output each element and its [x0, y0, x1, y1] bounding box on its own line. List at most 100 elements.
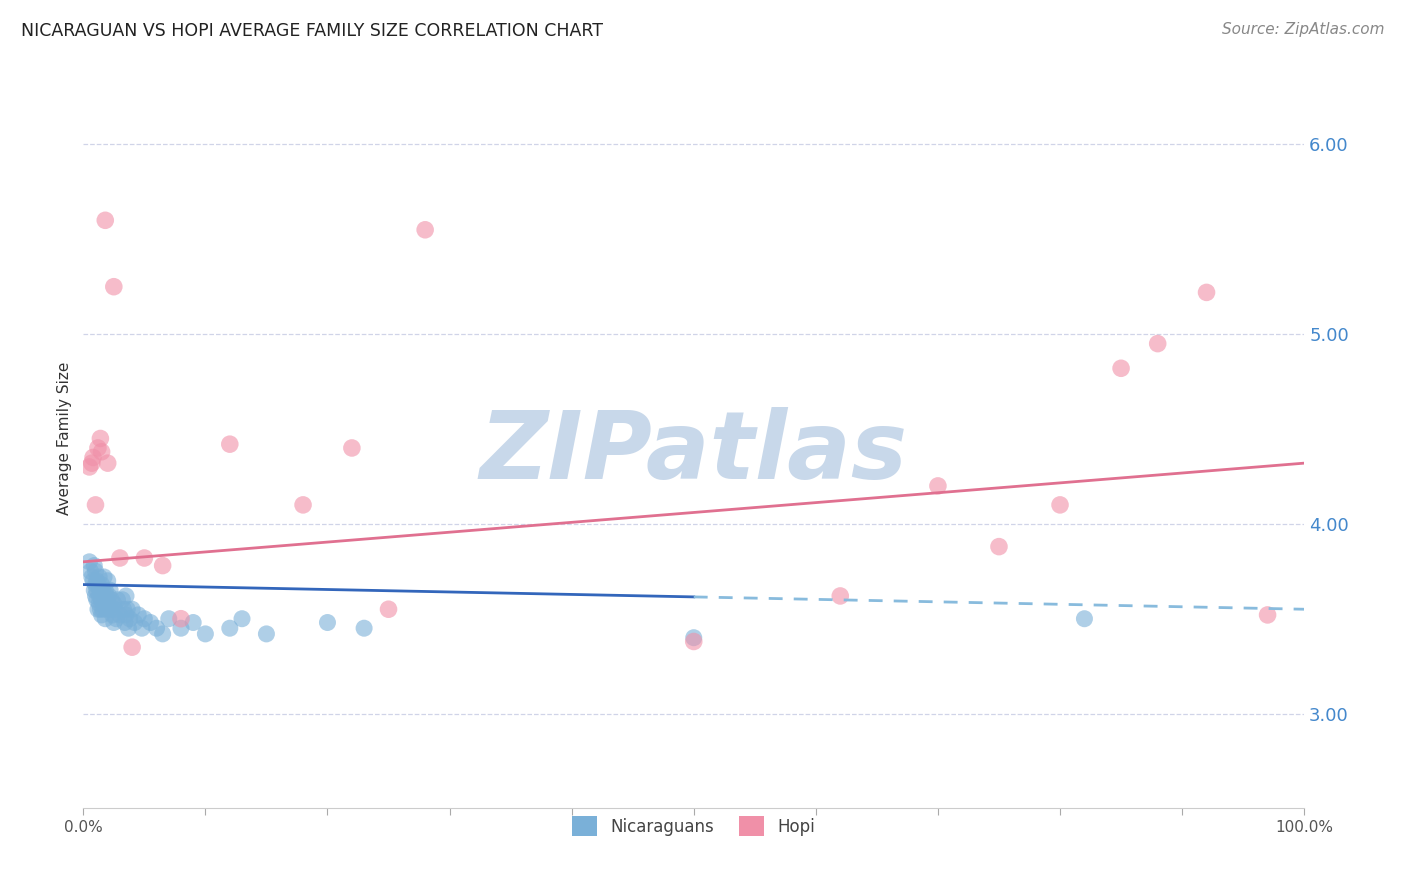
Point: [83, 583, 105, 598]
Point: [134, 551, 156, 566]
Point: [118, 612, 141, 626]
Point: [86, 583, 108, 598]
Point: [100, 592, 122, 607]
Point: [103, 597, 125, 611]
Point: [218, 621, 240, 635]
Point: [93, 597, 115, 611]
Point: [108, 607, 131, 622]
Point: [97, 597, 120, 611]
Point: [90, 607, 112, 622]
Point: [89, 597, 111, 611]
Point: [87, 602, 110, 616]
Point: [89, 602, 111, 616]
Point: [79, 555, 101, 569]
Point: [127, 607, 149, 622]
Point: [413, 223, 436, 237]
Point: [114, 615, 136, 630]
Point: [94, 213, 117, 227]
Point: [112, 602, 135, 616]
Point: [84, 564, 107, 578]
Point: [115, 589, 138, 603]
Point: [84, 589, 107, 603]
Point: [1073, 612, 1095, 626]
Point: [96, 589, 118, 603]
Point: [117, 621, 139, 635]
Point: [89, 583, 111, 598]
Point: [134, 612, 156, 626]
Point: [117, 602, 139, 616]
Point: [108, 551, 131, 566]
Point: [927, 479, 949, 493]
Point: [131, 621, 153, 635]
Point: [254, 627, 277, 641]
Point: [157, 612, 180, 626]
Point: [82, 574, 104, 588]
Point: [170, 612, 193, 626]
Point: [292, 498, 315, 512]
Point: [98, 602, 121, 616]
Point: [98, 583, 121, 598]
Point: [89, 570, 111, 584]
Text: Source: ZipAtlas.com: Source: ZipAtlas.com: [1222, 22, 1385, 37]
Point: [80, 456, 103, 470]
Point: [93, 570, 115, 584]
Point: [101, 607, 124, 622]
Point: [90, 444, 112, 458]
Point: [103, 615, 125, 630]
Point: [139, 615, 162, 630]
Point: [84, 498, 107, 512]
Y-axis label: Average Family Size: Average Family Size: [58, 362, 72, 516]
Point: [231, 612, 253, 626]
Point: [97, 589, 120, 603]
Point: [91, 602, 114, 616]
Point: [79, 564, 101, 578]
Text: ZIPatlas: ZIPatlas: [479, 408, 908, 500]
Point: [105, 612, 128, 626]
Point: [682, 634, 704, 648]
Point: [83, 558, 105, 573]
Point: [124, 615, 146, 630]
Point: [152, 627, 174, 641]
Point: [90, 592, 112, 607]
Point: [145, 621, 167, 635]
Point: [121, 602, 143, 616]
Point: [1195, 285, 1218, 300]
Legend: Nicaraguans, Hopi: Nicaraguans, Hopi: [564, 807, 824, 845]
Point: [79, 459, 101, 474]
Point: [89, 589, 111, 603]
Point: [107, 592, 129, 607]
Point: [181, 615, 204, 630]
Point: [82, 450, 104, 465]
Point: [830, 589, 852, 603]
Point: [340, 441, 363, 455]
Point: [94, 583, 117, 598]
Point: [682, 631, 704, 645]
Point: [1257, 607, 1279, 622]
Point: [1049, 498, 1071, 512]
Point: [80, 570, 103, 584]
Point: [218, 437, 240, 451]
Point: [377, 602, 399, 616]
Point: [94, 612, 117, 626]
Point: [152, 558, 174, 573]
Point: [91, 583, 114, 598]
Point: [86, 592, 108, 607]
Point: [97, 456, 120, 470]
Point: [97, 574, 120, 588]
Point: [170, 621, 193, 635]
Point: [104, 602, 127, 616]
Point: [87, 577, 110, 591]
Point: [103, 279, 125, 293]
Point: [353, 621, 375, 635]
Point: [316, 615, 339, 630]
Point: [96, 602, 118, 616]
Point: [84, 577, 107, 591]
Point: [1109, 361, 1132, 376]
Point: [121, 640, 143, 655]
Point: [194, 627, 217, 641]
Point: [90, 577, 112, 591]
Point: [1146, 336, 1168, 351]
Point: [988, 540, 1011, 554]
Point: [111, 592, 134, 607]
Point: [115, 607, 138, 622]
